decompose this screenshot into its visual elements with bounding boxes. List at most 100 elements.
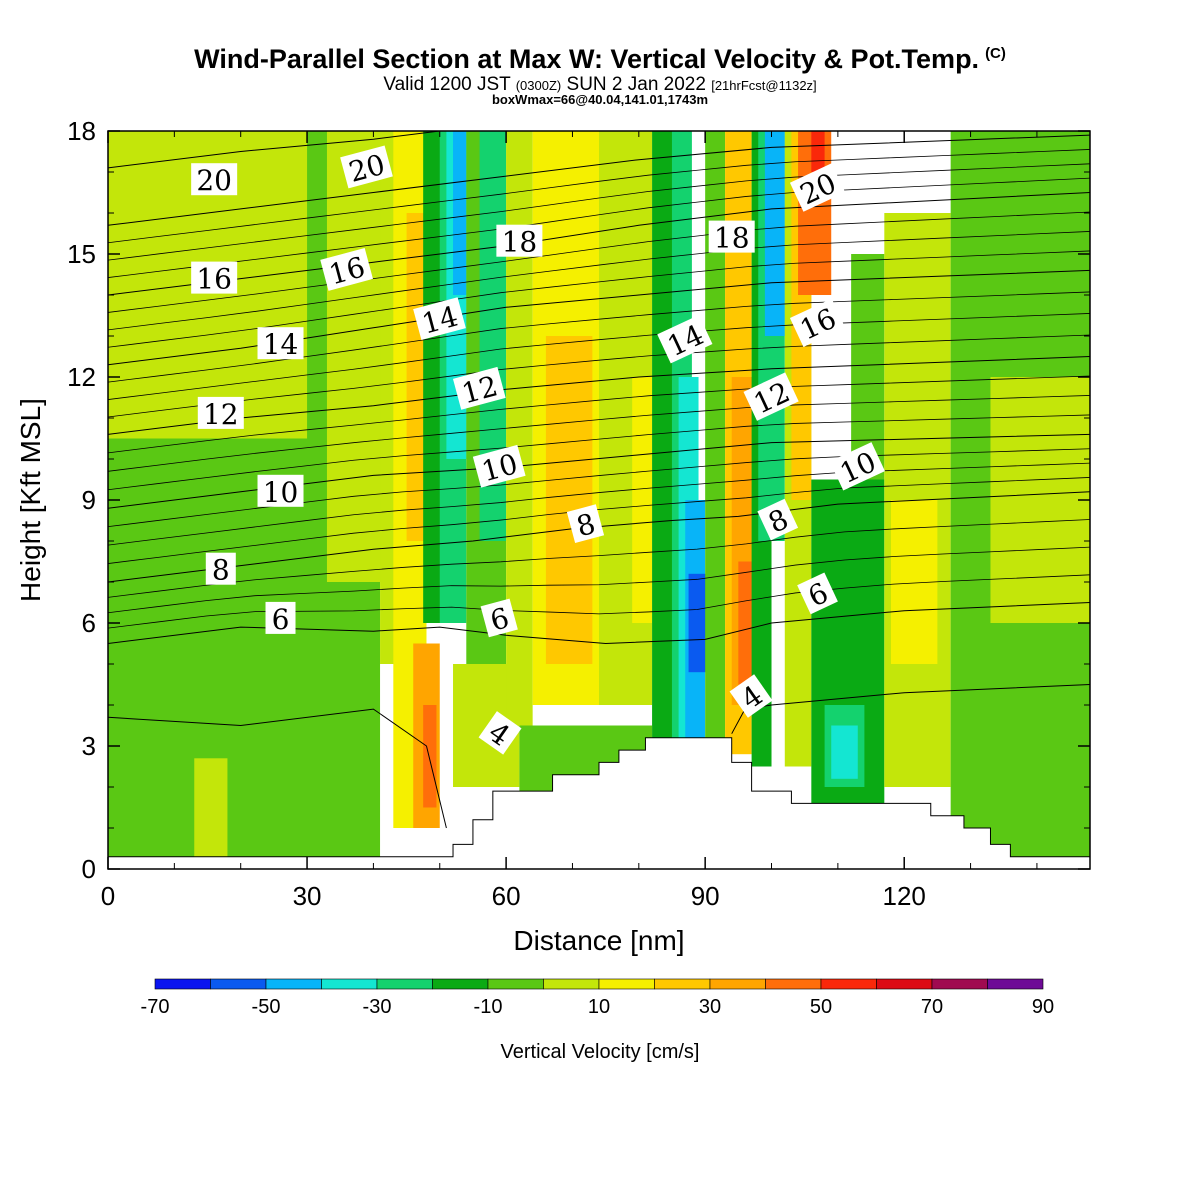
valid-date: SUN 2 Jan 2022 <box>566 74 706 95</box>
theta-contour-line <box>108 708 447 829</box>
contour-label-bg <box>472 444 526 488</box>
contour-label-bg <box>708 220 755 253</box>
contour-label-text: 10 <box>263 476 299 509</box>
copyright-mark: (C) <box>985 45 1006 62</box>
contour-label-bg <box>257 327 304 360</box>
colorbar-swatch <box>931 978 988 990</box>
contour-label: 18 <box>708 220 755 255</box>
colorbar-tick-label: -50 <box>252 996 281 1018</box>
colorbar-tick-label: 10 <box>588 996 610 1018</box>
valid-utc: (0300Z) <box>515 78 562 93</box>
theta-contour-minor <box>108 250 1090 348</box>
x-tick-label: 120 <box>883 881 926 911</box>
colorbar-swatch <box>820 978 877 990</box>
colorbar-label: Vertical Velocity [cm/s] <box>501 1041 700 1063</box>
contour-label: 16 <box>191 261 238 296</box>
theta-contour-minor <box>108 414 1090 491</box>
colorbar-swatch <box>598 978 655 990</box>
chart-title-text: Wind-Parallel Section at Max W: Vertical… <box>194 44 980 74</box>
contour-label: 8 <box>757 498 799 541</box>
colorbar-swatch <box>487 978 544 990</box>
contour-label-text: 18 <box>502 226 538 259</box>
contour-label-text: 18 <box>714 222 750 255</box>
contour-label-bg <box>191 163 238 196</box>
contour-label-bg <box>657 314 713 364</box>
contour-label-text: 14 <box>263 328 299 361</box>
contour-label: 8 <box>566 504 605 543</box>
x-axis-label: Distance [nm] <box>513 925 684 956</box>
contour-label-bg <box>789 163 846 212</box>
theta-contour-line <box>731 684 1090 734</box>
contour-label-bg <box>566 504 605 543</box>
velocity-cell <box>545 336 593 664</box>
colorbar-swatch <box>876 978 933 990</box>
contour-label-text: 6 <box>272 603 290 636</box>
theta-contour-minor <box>108 375 1090 454</box>
contour-label: 20 <box>340 145 393 189</box>
contour-label: 6 <box>480 598 518 638</box>
x-tick-label: 30 <box>293 881 322 911</box>
contour-label: 10 <box>257 474 304 509</box>
contour-label-bg <box>197 396 244 429</box>
velocity-cell <box>194 758 228 857</box>
contour-label-bg <box>496 224 543 257</box>
contour-label-bg <box>789 298 846 348</box>
theta-contour-minor <box>108 462 1090 546</box>
contour-label-bg <box>205 552 236 585</box>
colorbar-tick-label: -70 <box>141 996 170 1018</box>
y-tick-label: 6 <box>82 608 96 638</box>
contour-label-bg <box>191 261 238 294</box>
colorbar-swatch <box>765 978 822 990</box>
theta-contour-line <box>108 134 1090 226</box>
velocity-cell <box>652 131 672 746</box>
contour-label-bg <box>729 674 773 718</box>
colorbar-swatch <box>265 978 322 990</box>
terrain-mask <box>108 737 1090 869</box>
y-tick-label: 15 <box>67 239 96 269</box>
colorbar-tick-label: 70 <box>921 996 943 1018</box>
theta-contour-minor <box>108 395 1090 472</box>
colorbar-swatch <box>543 978 600 990</box>
theta-contour-minor <box>108 519 1090 598</box>
y-tick-label: 9 <box>82 485 96 515</box>
contour-label-bg <box>340 145 393 189</box>
contour-label-bg <box>452 366 506 410</box>
contour-label-bg <box>757 498 799 541</box>
contour-label-bg <box>480 598 518 638</box>
contour-label-bg <box>413 297 466 341</box>
contour-label: 20 <box>191 163 238 197</box>
colorbar-swatch <box>654 978 711 990</box>
colorbar-tick-label: 50 <box>810 996 832 1018</box>
contour-label-text: 20 <box>196 164 232 197</box>
y-tick-label: 3 <box>82 731 96 761</box>
contour-label: 18 <box>496 224 543 259</box>
colorbar-tick-label: -10 <box>474 996 503 1018</box>
theta-contour-minor <box>108 313 1090 400</box>
velocity-cell <box>406 213 427 541</box>
theta-contour-minor <box>108 149 1090 244</box>
contour-label-bg <box>320 248 373 291</box>
contour-label-text: 8 <box>212 554 230 587</box>
contour-label-bg <box>265 601 296 634</box>
colorbar-swatch <box>987 978 1044 990</box>
velocity-cell <box>423 705 437 808</box>
theta-contour-minor <box>108 546 1090 614</box>
contour-label: 6 <box>797 572 838 615</box>
theta-contour-minor <box>108 163 1090 261</box>
chart-title: Wind-Parallel Section at Max W: Vertical… <box>0 44 1200 75</box>
contour-label-bg <box>257 474 304 507</box>
colorbar-tick-label: 30 <box>699 996 721 1018</box>
y-tick-label: 18 <box>67 116 96 146</box>
valid-prefix: Valid 1200 JST <box>383 74 511 95</box>
terrain <box>108 737 1090 869</box>
velocity-cell <box>851 254 885 480</box>
contour-label: 16 <box>320 248 373 291</box>
x-tick-label: 60 <box>492 881 521 911</box>
contour-label: 12 <box>197 396 244 431</box>
forecast-info: [21hrFcst@1132z] <box>711 78 817 93</box>
contour-label: 14 <box>257 327 304 361</box>
velocity-cell <box>632 377 653 623</box>
axes: 0 30 60 90 120 0 3 6 9 12 15 18 <box>67 116 1090 911</box>
theta-contours <box>108 131 1090 829</box>
